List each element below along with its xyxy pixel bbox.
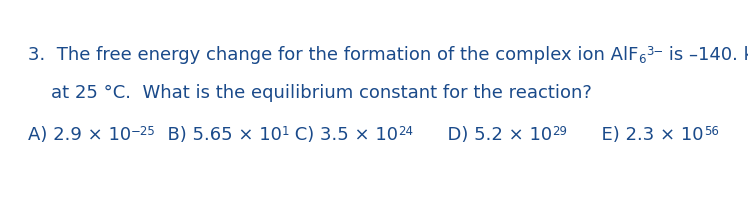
Text: A) 2.9 × 10: A) 2.9 × 10: [28, 126, 131, 144]
Text: 6: 6: [638, 53, 646, 66]
Text: 1: 1: [282, 125, 289, 138]
Text: C) 3.5 × 10: C) 3.5 × 10: [289, 126, 398, 144]
Text: −25: −25: [131, 125, 156, 138]
Text: 3.  The free energy change for the formation of the complex ion AlF: 3. The free energy change for the format…: [28, 46, 638, 64]
Text: is –140. kJ: is –140. kJ: [663, 46, 748, 64]
Text: at 25 °C.  What is the equilibrium constant for the reaction?: at 25 °C. What is the equilibrium consta…: [28, 84, 592, 102]
Text: B) 5.65 × 10: B) 5.65 × 10: [156, 126, 282, 144]
Text: 56: 56: [704, 125, 719, 138]
Text: E) 2.3 × 10: E) 2.3 × 10: [568, 126, 704, 144]
Text: 29: 29: [552, 125, 568, 138]
Text: 3−: 3−: [646, 45, 663, 58]
Text: 24: 24: [398, 125, 413, 138]
Text: D) 5.2 × 10: D) 5.2 × 10: [413, 126, 552, 144]
